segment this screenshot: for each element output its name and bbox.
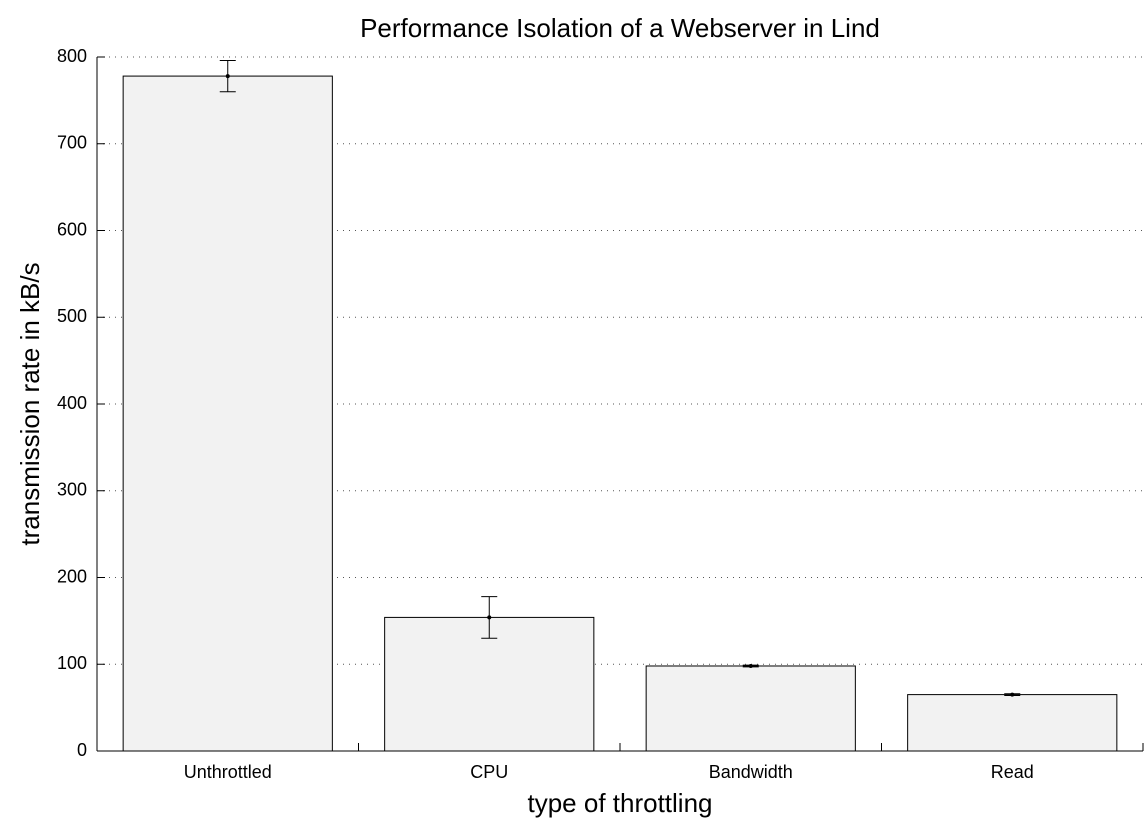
y-tick-label: 400 xyxy=(57,393,87,413)
bar xyxy=(645,665,856,752)
y-tick-label: 0 xyxy=(77,740,87,760)
y-tick-label: 600 xyxy=(57,219,87,239)
x-tick-label: Unthrottled xyxy=(184,762,272,782)
y-tick-label: 800 xyxy=(57,46,87,66)
y-axis-label: transmission rate in kB/s xyxy=(15,262,45,545)
y-tick-label: 200 xyxy=(57,566,87,586)
error-center xyxy=(487,615,492,620)
bar xyxy=(122,75,333,752)
y-tick-label: 500 xyxy=(57,306,87,326)
error-center xyxy=(1010,692,1015,697)
x-tick-label: Read xyxy=(991,762,1034,782)
y-tick-label: 100 xyxy=(57,653,87,673)
x-tick-label: CPU xyxy=(470,762,508,782)
error-center xyxy=(225,74,230,79)
bar xyxy=(907,694,1118,752)
chart-title: Performance Isolation of a Webserver in … xyxy=(360,13,880,43)
y-tick-label: 700 xyxy=(57,133,87,153)
x-tick-label: Bandwidth xyxy=(709,762,793,782)
x-axis-label: type of throttling xyxy=(528,788,713,818)
error-center xyxy=(748,663,753,668)
y-tick-label: 300 xyxy=(57,480,87,500)
